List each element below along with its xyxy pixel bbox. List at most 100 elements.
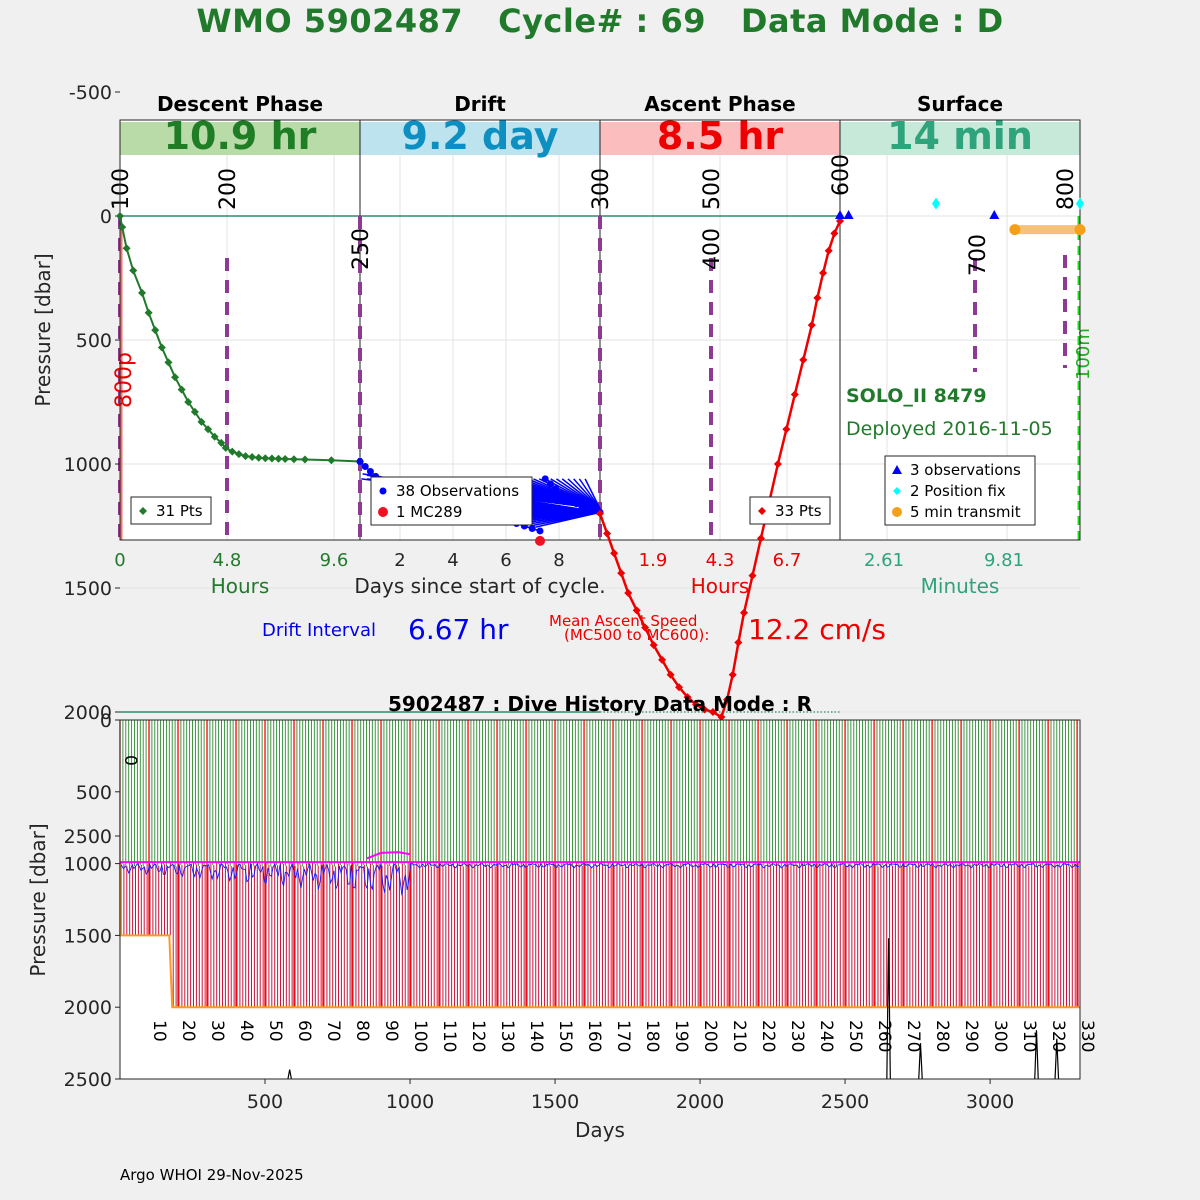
cycle-number-label: 320 <box>1048 1020 1068 1052</box>
drift-fan-line <box>535 511 601 528</box>
parking-depth-label: 800p <box>112 352 137 408</box>
phase-band-0 <box>120 122 360 155</box>
footer-credit: Argo WHOI 29-Nov-2025 <box>120 1166 304 1184</box>
cycle-number-label: 310 <box>1019 1020 1039 1052</box>
bottom-y-tick-label: 2500 <box>64 1069 112 1091</box>
ascent-point <box>617 569 626 578</box>
x-tick-label-surface: 9.81 <box>984 550 1024 571</box>
bottom-y-axis-title: Pressure [dbar] <box>26 823 50 976</box>
ascent-point <box>790 390 799 399</box>
legend-label-drift: 1 MC289 <box>396 503 462 521</box>
cycle-number-label: 170 <box>613 1020 633 1052</box>
x-axis-title-drift: Days since start of cycle. <box>354 574 605 598</box>
cycle-number-label: 210 <box>729 1020 749 1052</box>
descent-point <box>254 453 263 462</box>
cycle-number-label: 100 <box>410 1020 430 1052</box>
descent-point <box>157 343 166 352</box>
ascent-point <box>782 425 791 434</box>
descent-point <box>248 453 257 462</box>
park-target-bump <box>366 851 411 860</box>
descent-point <box>164 358 173 367</box>
legend-marker <box>893 487 901 495</box>
deep-excursion-spike <box>886 938 891 1080</box>
float-deployed: Deployed 2016-11-05 <box>846 418 1053 440</box>
position-fix-point <box>1076 197 1084 210</box>
drift-point <box>366 467 374 475</box>
drift-point <box>528 524 536 532</box>
drift-mc289-point <box>535 535 545 546</box>
drift-point <box>557 490 565 498</box>
position-fix-point <box>932 197 940 210</box>
drift-fan-line <box>578 478 601 510</box>
descent-point <box>289 455 298 464</box>
descent-point <box>184 398 193 406</box>
ascent-point <box>799 355 808 364</box>
cycle-number-label: 150 <box>555 1020 575 1052</box>
phase-title-1: Drift <box>454 92 506 116</box>
ascent-point <box>683 693 692 702</box>
ascent-point <box>700 705 709 714</box>
top-y-tick-label: 2500 <box>64 826 112 848</box>
drift-fan-line <box>573 478 601 510</box>
event-marker-label-200: 200 <box>216 168 241 210</box>
top-y-tick-label: 500 <box>76 330 112 352</box>
surface-depth-label: 100m <box>1073 328 1094 380</box>
descent-point <box>267 454 276 463</box>
event-marker-label-100: 100 <box>109 168 134 210</box>
cycle-number-label: 330 <box>1077 1020 1097 1052</box>
cycle-number-label: 250 <box>845 1020 865 1052</box>
ascent-point <box>632 606 641 615</box>
deep-excursion-spike <box>1034 1030 1039 1080</box>
legend-label-ascent: 33 Pts <box>775 502 822 520</box>
cycle-number-label: 90 <box>381 1020 401 1042</box>
bottom-y-tick-label: 2000 <box>64 997 112 1019</box>
cycle-number-label: 300 <box>990 1020 1010 1052</box>
cycle-number-label: 160 <box>584 1020 604 1052</box>
ascent-speed-label-1: Mean Ascent Speed <box>549 612 698 630</box>
deep-excursion-spike <box>1054 1038 1060 1080</box>
drift-point <box>536 527 544 535</box>
surface-observation-point <box>989 210 1000 219</box>
phase-title-3: Surface <box>917 92 1003 116</box>
x-tick-label-ascent: 1.9 <box>639 550 668 571</box>
descent-point <box>129 266 138 275</box>
x-tick-label-surface: 2.61 <box>864 550 904 571</box>
drift-point <box>546 480 554 488</box>
descent-point <box>197 417 206 426</box>
legend-box-drift <box>370 476 533 526</box>
ascent-point <box>728 670 737 679</box>
surface-observation-point <box>843 210 854 219</box>
x-tick-label-drift: 8 <box>553 550 564 571</box>
descent-point <box>171 373 180 382</box>
drift-point <box>567 497 575 505</box>
bottom-panel: 5902487 : Dive History Data Mode : R 0 10 2… <box>26 692 1097 1142</box>
drift-point <box>583 503 591 511</box>
cycle-number-label: 180 <box>642 1020 662 1052</box>
cycle-number-label: 200 <box>700 1020 720 1052</box>
descent-point <box>190 407 199 416</box>
transmit-point <box>1074 224 1086 236</box>
x-axis-title-surface: Minutes <box>921 574 1000 598</box>
event-marker-label-400: 400 <box>700 228 725 270</box>
legend-marker <box>892 507 902 517</box>
top-y-tick-label: 1500 <box>64 578 112 600</box>
cycle-number-label: 120 <box>468 1020 488 1052</box>
cycle-number-label: 20 <box>178 1020 198 1042</box>
descent-point <box>144 308 153 317</box>
cycle-number-label: 220 <box>758 1020 778 1052</box>
legend-label-drift: 38 Observations <box>396 482 519 500</box>
descent-point <box>234 450 243 459</box>
phase-band-1 <box>360 122 600 155</box>
ascent-point <box>723 695 732 704</box>
cycle-number-label: 50 <box>265 1020 285 1042</box>
drift-point <box>356 458 364 466</box>
ascent-point <box>756 534 765 543</box>
event-marker-label-700: 700 <box>966 234 991 276</box>
event-marker-label-600: 600 <box>829 154 854 196</box>
descent-point <box>116 212 124 220</box>
surface-observation-point <box>835 210 845 219</box>
x-tick-label-descent: 4.8 <box>213 550 242 571</box>
bottom-x-tick-label: 1500 <box>531 1091 579 1113</box>
x-tick-label-drift: 2 <box>394 550 405 571</box>
phase-duration-2: 8.5 hr <box>657 114 784 158</box>
